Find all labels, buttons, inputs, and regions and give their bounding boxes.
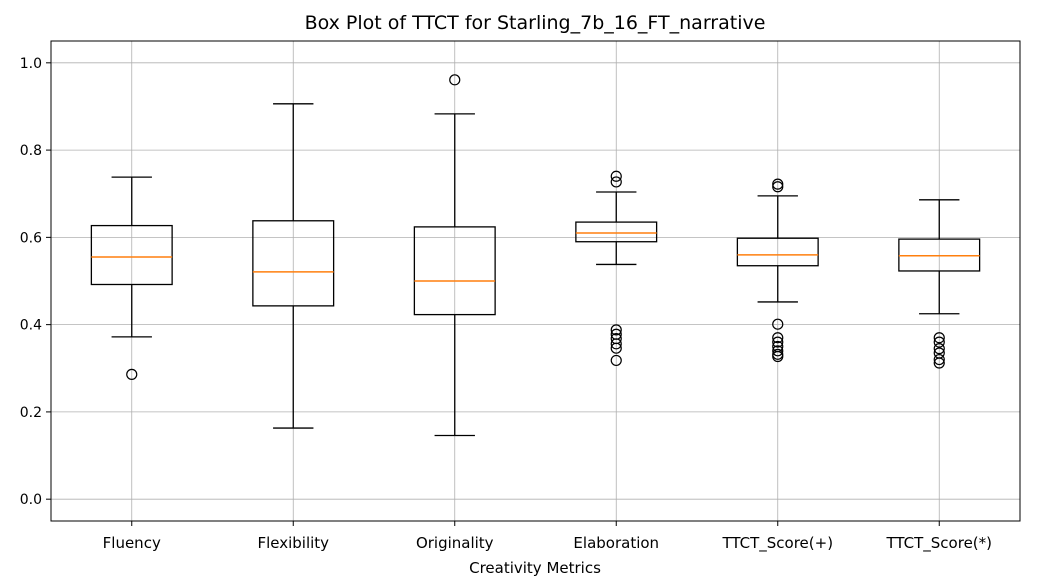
outlier-point: [772, 178, 784, 190]
grid-lines: [51, 41, 1020, 521]
outlier-point: [610, 354, 622, 367]
x-tick-label: TTCT_Score(*): [885, 534, 992, 553]
chart-title: Box Plot of TTCT for Starling_7b_16_FT_n…: [305, 12, 766, 34]
x-axis-label: Creativity Metrics: [469, 559, 601, 577]
outlier-point: [610, 324, 622, 336]
x-tick-label: TTCT_Score(+): [721, 534, 833, 553]
iqr-box: [575, 221, 658, 243]
x-tick-label: Flexibility: [257, 534, 329, 552]
x-tick-label: Originality: [416, 534, 494, 552]
outlier-point: [933, 336, 945, 348]
outlier-point: [772, 181, 784, 193]
outlier-point: [772, 318, 784, 330]
plot-frame: [50, 40, 1021, 522]
iqr-box: [90, 224, 173, 286]
box-2: [252, 103, 335, 429]
box-1: [90, 176, 173, 380]
outlier-point: [610, 170, 622, 182]
y-tick-label: 0.4: [20, 318, 42, 334]
axis-ticks: 0.0 0.2 0.4 0.6 0.8 1.0 Fluency Flexibility Orig…: [20, 56, 992, 553]
x-tick-label: Elaboration: [573, 534, 659, 552]
iqr-box: [413, 226, 496, 316]
y-tick-label: 0.6: [20, 230, 42, 246]
box-4: [575, 170, 658, 367]
box-3: [413, 74, 496, 437]
y-tick-label: 0.8: [20, 143, 42, 159]
outlier-point: [126, 368, 138, 380]
outlier-point: [610, 338, 622, 350]
outlier-point: [933, 343, 945, 355]
outlier-point: [610, 342, 622, 354]
outlier-point: [772, 336, 784, 348]
outlier-point: [933, 353, 945, 366]
outlier-point: [772, 350, 784, 363]
iqr-box: [252, 220, 335, 307]
outlier-point: [449, 74, 461, 86]
outlier-point: [772, 332, 784, 344]
box-5: [736, 178, 819, 363]
iqr-box: [736, 237, 819, 267]
outlier-point: [933, 332, 945, 344]
y-tick-label: 1.0: [20, 56, 42, 72]
y-tick-label: 0.0: [20, 492, 42, 508]
outlier-point: [772, 345, 784, 357]
outlier-point: [610, 176, 622, 188]
y-tick-label: 0.2: [20, 405, 42, 421]
outlier-point: [933, 357, 945, 369]
x-tick-label: Fluency: [103, 534, 161, 552]
box-6: [898, 199, 981, 369]
boxes: [90, 74, 981, 437]
